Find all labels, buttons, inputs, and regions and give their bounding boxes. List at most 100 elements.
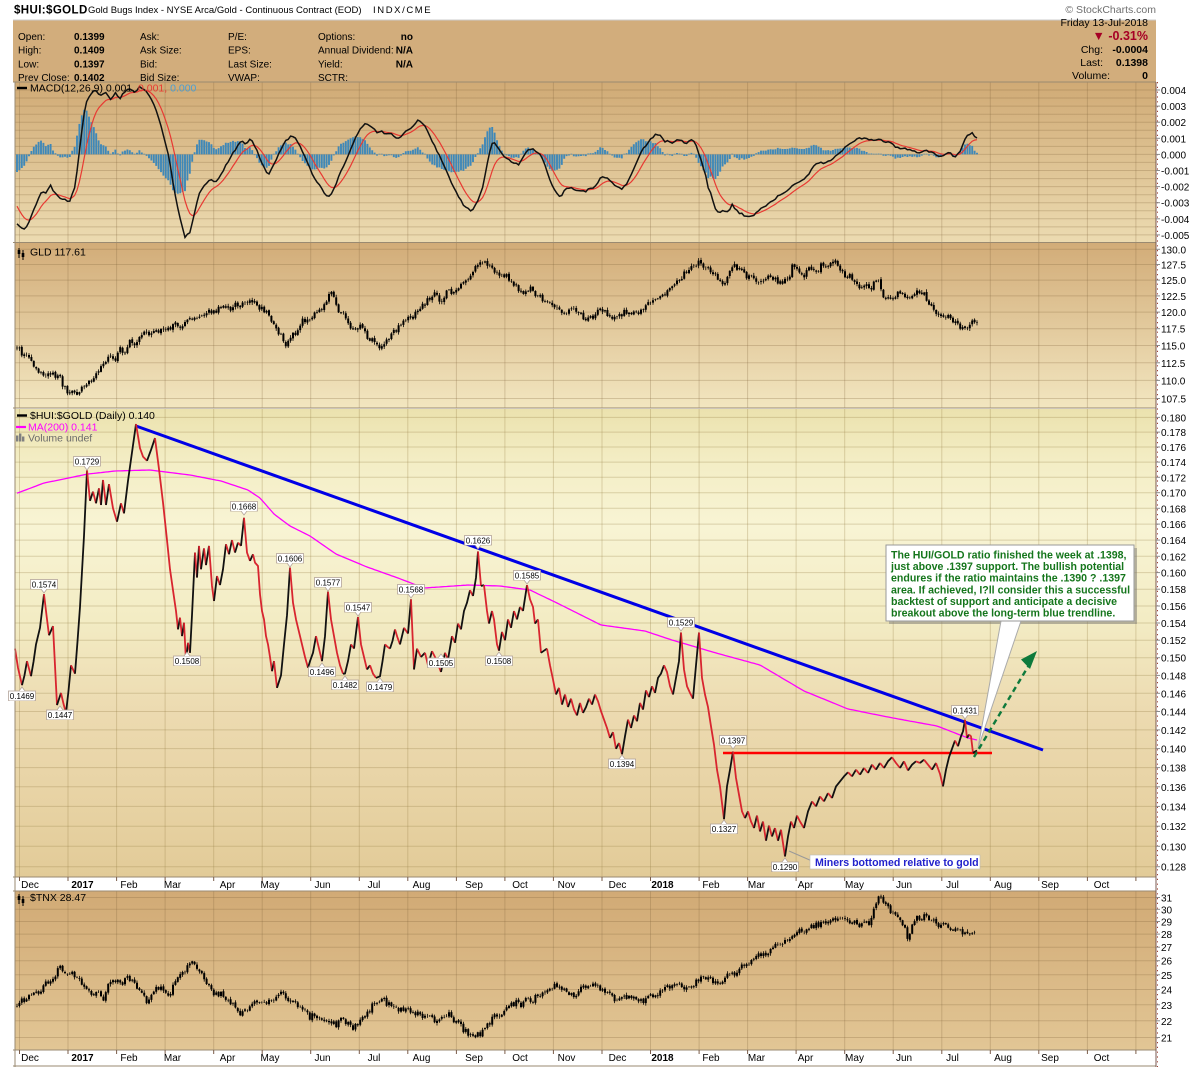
svg-text:Aug: Aug [994,1053,1012,1064]
svg-text:Mar: Mar [748,880,766,891]
svg-text:May: May [261,1053,280,1064]
svg-text:2017: 2017 [71,1053,94,1064]
svg-text:MACD(12,26,9) 0.001, 0.001, 0.: MACD(12,26,9) 0.001, 0.001, 0.000 [30,83,197,95]
svg-text:Jun: Jun [314,880,330,891]
svg-text:Bid Size:: Bid Size: [140,73,179,84]
svg-text:Dec: Dec [21,1053,39,1064]
svg-text:0.162: 0.162 [1161,552,1186,563]
svg-text:0.1505: 0.1505 [429,659,454,668]
svg-text:Bid:: Bid: [140,59,157,70]
svg-text:0.001: 0.001 [1161,134,1186,145]
svg-text:breakout above the long-term b: breakout above the long-term blue trendl… [891,608,1115,620]
svg-text:VWAP:: VWAP: [228,73,260,84]
svg-text:Nov: Nov [558,880,576,891]
svg-text:0.166: 0.166 [1161,520,1186,531]
svg-text:0.1398: 0.1398 [1116,57,1148,69]
svg-text:0.164: 0.164 [1161,536,1186,547]
svg-text:24: 24 [1161,986,1173,997]
svg-text:Yield:: Yield: [318,59,343,70]
svg-text:0.004: 0.004 [1161,86,1186,97]
svg-text:Aug: Aug [413,1053,431,1064]
svg-text:Jul: Jul [368,1053,381,1064]
svg-text:Feb: Feb [120,880,138,891]
svg-text:Oct: Oct [1094,880,1110,891]
svg-text:Miners bottomed relative to go: Miners bottomed relative to gold [815,857,979,869]
svg-text:Last:: Last: [1080,57,1103,69]
svg-text:Apr: Apr [798,1053,814,1064]
svg-text:28: 28 [1161,930,1173,941]
svg-text:Volume:: Volume: [1072,70,1110,82]
svg-text:Dec: Dec [609,880,627,891]
svg-text:0.1327: 0.1327 [712,825,737,834]
svg-text:MA(200) 0.141: MA(200) 0.141 [28,422,98,434]
svg-text:$TNX 28.47: $TNX 28.47 [30,892,86,904]
svg-text:122.5: 122.5 [1161,292,1186,303]
svg-text:Apr: Apr [220,1053,236,1064]
svg-text:Gold Bugs Index - NYSE Arca/Go: Gold Bugs Index - NYSE Arca/Gold - Conti… [88,5,362,16]
svg-text:Oct: Oct [512,880,528,891]
svg-text:115.0: 115.0 [1161,342,1186,353]
svg-text:0.000: 0.000 [1161,150,1186,161]
svg-text:EPS:: EPS: [228,46,251,57]
svg-text:22: 22 [1161,1017,1173,1028]
svg-text:-0.002: -0.002 [1161,183,1190,194]
svg-text:0.1577: 0.1577 [316,578,341,587]
svg-text:Sep: Sep [465,1053,483,1064]
svg-text:0.1479: 0.1479 [368,683,393,692]
svg-text:P/E:: P/E: [228,32,247,43]
svg-text:23: 23 [1161,1001,1173,1012]
svg-text:May: May [261,880,280,891]
svg-text:Jul: Jul [946,880,959,891]
svg-text:-0.005: -0.005 [1161,231,1190,242]
svg-text:© StockCharts.com: © StockCharts.com [1065,4,1156,16]
svg-text:0.003: 0.003 [1161,102,1186,113]
svg-text:0.1397: 0.1397 [721,736,746,745]
svg-text:The HUI/GOLD ratio finished th: The HUI/GOLD ratio finished the week at … [891,550,1127,562]
svg-text:0.178: 0.178 [1161,428,1186,439]
svg-text:0.138: 0.138 [1161,764,1186,775]
svg-text:0.168: 0.168 [1161,504,1186,515]
svg-text:Mar: Mar [164,1053,182,1064]
svg-text:Jun: Jun [314,1053,330,1064]
svg-text:just above .1397 support. The: just above .1397 support. The bullish po… [890,561,1124,573]
svg-text:127.5: 127.5 [1161,261,1186,272]
svg-text:0.174: 0.174 [1161,458,1186,469]
svg-text:Sep: Sep [465,880,483,891]
svg-text:Jun: Jun [896,1053,912,1064]
svg-text:0.1729: 0.1729 [75,457,100,466]
svg-text:107.5: 107.5 [1161,395,1186,406]
svg-text:Nov: Nov [558,1053,576,1064]
svg-text:0.1409: 0.1409 [74,46,105,57]
svg-text:27: 27 [1161,943,1173,954]
svg-text:Feb: Feb [120,1053,138,1064]
svg-text:21: 21 [1161,1034,1173,1045]
svg-text:-0.003: -0.003 [1161,199,1190,210]
svg-text:Feb: Feb [702,1053,720,1064]
svg-text:Apr: Apr [798,880,814,891]
svg-text:117.5: 117.5 [1161,325,1186,336]
svg-text:0.148: 0.148 [1161,671,1186,682]
svg-text:0.1668: 0.1668 [232,502,257,511]
svg-text:0.1399: 0.1399 [74,32,105,43]
svg-text:Aug: Aug [994,880,1012,891]
svg-text:2018: 2018 [651,1053,674,1064]
svg-text:Dec: Dec [21,880,39,891]
svg-text:0: 0 [1142,70,1148,82]
svg-text:0.1574: 0.1574 [32,580,57,589]
svg-text:GLD 117.61: GLD 117.61 [30,247,86,259]
svg-text:Open:: Open: [18,32,45,43]
svg-text:Prev Close:: Prev Close: [18,73,70,84]
svg-text:0.170: 0.170 [1161,489,1186,500]
svg-text:110.0: 110.0 [1161,376,1186,387]
svg-text:0.144: 0.144 [1161,708,1186,719]
svg-text:0.1469: 0.1469 [10,692,35,701]
svg-text:0.130: 0.130 [1161,842,1186,853]
svg-text:Jul: Jul [368,880,381,891]
svg-text:backtest of support and antici: backtest of support and anticipate a dec… [891,596,1117,608]
svg-text:0.1508: 0.1508 [175,657,200,666]
svg-text:▼ -0.31%: ▼ -0.31% [1093,29,1148,43]
svg-text:0.1431: 0.1431 [953,706,978,715]
svg-text:0.1402: 0.1402 [74,73,105,84]
svg-text:0.1290: 0.1290 [773,863,798,872]
svg-text:0.1529: 0.1529 [669,618,694,627]
